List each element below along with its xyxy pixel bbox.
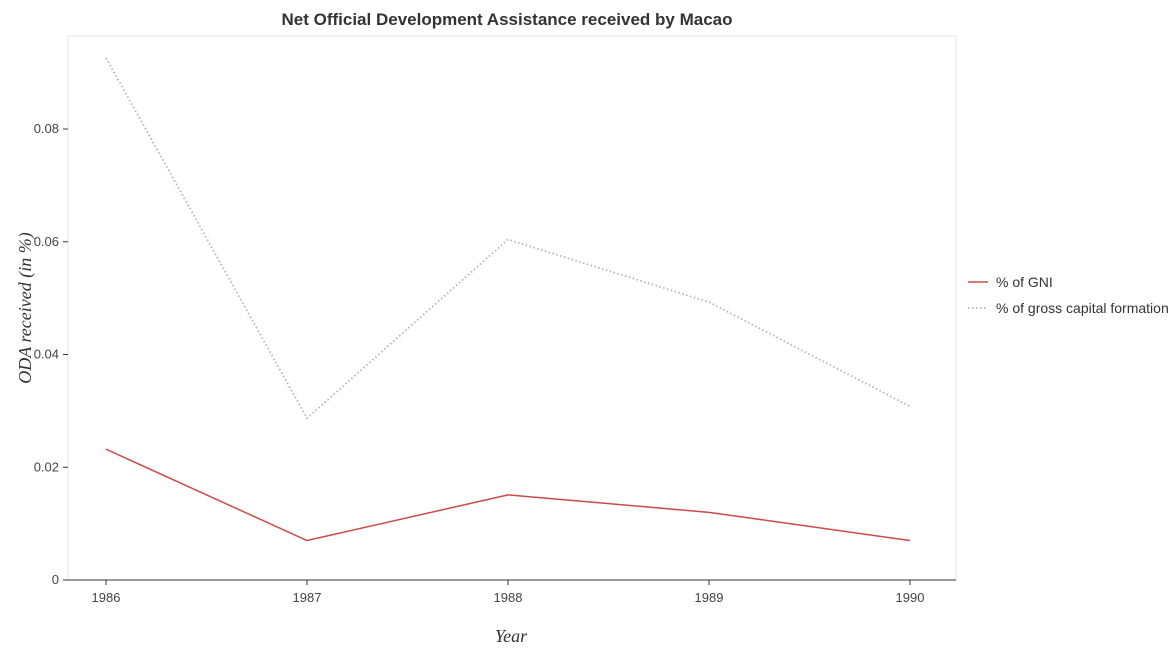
x-tick-label: 1989 [695,590,724,605]
x-axis-label: Year [495,626,528,646]
legend-label: % of gross capital formation [996,300,1169,316]
x-tick-label: 1987 [293,590,322,605]
plot-area [67,35,957,581]
y-axis-label: ODA received (in %) [15,232,36,383]
y-tick-label: 0 [52,572,59,587]
x-axis-ticks: 1986 1987 1988 1989 1990 [92,580,925,605]
y-axis-ticks: 0 0.02 0.04 0.06 0.08 [34,121,68,587]
x-tick-label: 1988 [494,590,523,605]
x-tick-label: 1990 [896,590,925,605]
chart-title: Net Official Development Assistance rece… [282,10,733,29]
series-lines [105,57,911,542]
legend: % of GNI % of gross capital formation [968,274,1169,316]
x-tick-label: 1986 [92,590,121,605]
y-tick-label: 0.06 [34,234,59,249]
y-tick-label: 0.08 [34,121,59,136]
y-tick-label: 0.04 [34,347,59,362]
y-tick-label: 0.02 [34,459,59,474]
legend-label: % of GNI [996,274,1053,290]
